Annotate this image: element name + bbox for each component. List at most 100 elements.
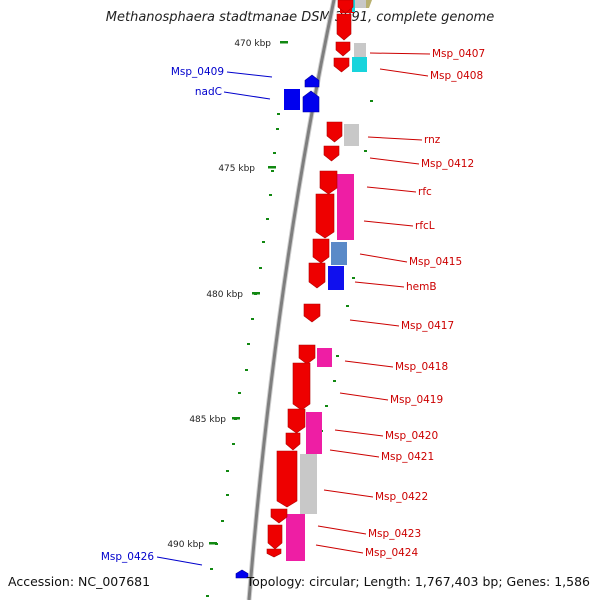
backbone: [246, 0, 337, 600]
gene-label-leader: [354, 281, 405, 288]
scale-tick-label: 470 kbp: [234, 39, 271, 49]
cog-block: [300, 454, 317, 514]
cog-block: [354, 43, 366, 57]
cog-block: [286, 514, 305, 561]
forward-gene-arrow: [315, 193, 335, 239]
gene-label-leader: [156, 556, 203, 566]
gene-label-leader: [369, 157, 420, 165]
tick-dot: [259, 267, 262, 269]
scale-tick-label: 480 kbp: [206, 290, 243, 300]
tick-dot: [247, 343, 250, 345]
forward-gene-arrow: [336, 13, 352, 41]
cog-block: [306, 412, 322, 454]
gene-label-leader: [334, 429, 384, 437]
cog-block: [337, 174, 354, 240]
tick-dot: [336, 355, 339, 357]
forward-gene-arrow: [303, 303, 321, 323]
tick-dot: [221, 520, 224, 522]
tick-dot: [245, 369, 248, 371]
tick-dot: [333, 380, 336, 382]
backbone-line-core: [247, 0, 336, 600]
tick-dot: [262, 241, 265, 243]
cog-block: [354, 0, 366, 8]
scale-tick-label: 485 kbp: [189, 415, 226, 425]
tick-dot: [251, 318, 254, 320]
forward-gene-arrow: [292, 362, 311, 411]
cog-block: [352, 0, 355, 12]
gene-track: [235, 0, 354, 579]
gene-label-leader: [366, 186, 417, 193]
tick-dot: [210, 568, 213, 570]
forward-gene-arrow: [333, 57, 350, 73]
forward-gene-arrow: [337, 0, 354, 14]
tick-dot: [370, 100, 373, 102]
forward-gene-arrow: [326, 121, 343, 143]
tick-dot: [277, 113, 280, 115]
gene-label-leader: [226, 71, 273, 78]
cog-block: [331, 242, 347, 265]
map-title: Methanosphaera stadtmanae DSM 3091, comp…: [105, 10, 495, 25]
gene-label: Msp_0421: [381, 451, 434, 463]
forward-gene-arrow: [266, 548, 282, 558]
gene-label-leader: [223, 91, 271, 100]
gene-label: Msp_0408: [430, 70, 483, 82]
tick-dot: [346, 305, 349, 307]
gene-label-leader: [329, 449, 380, 458]
forward-gene-arrow: [312, 238, 330, 264]
forward-gene-arrow: [319, 170, 338, 195]
gene-label: Msp_0419: [390, 394, 443, 406]
gene-label: rfcL: [415, 220, 435, 232]
gene-label-leader: [367, 136, 423, 141]
gene-label-leader: [315, 544, 364, 554]
gene-label: Msp_0426: [101, 551, 154, 563]
gene-label: Msp_0418: [395, 361, 448, 373]
forward-gene-arrow: [287, 408, 306, 434]
gene-label: rfc: [418, 186, 432, 198]
tick-dot: [266, 218, 269, 220]
scale-tick-mark: [209, 542, 217, 545]
gene-label-leader: [359, 253, 408, 263]
cog-block: [344, 124, 359, 146]
forward-gene-arrow: [308, 262, 326, 289]
forward-gene-arrow: [323, 145, 340, 162]
tick-dot: [226, 470, 229, 472]
gene-label-leader: [363, 220, 414, 227]
tick-dot: [238, 392, 241, 394]
tick-dot: [364, 150, 367, 152]
tick-dot: [352, 277, 355, 279]
reverse-gene-arrow: [235, 569, 249, 579]
tick-dot: [232, 443, 235, 445]
gene-label: Msp_0407: [432, 48, 485, 60]
gene-label-leader: [339, 392, 389, 401]
tick-dot: [226, 494, 229, 496]
reverse-gene-arrow: [304, 74, 320, 88]
tick-dot: [269, 194, 272, 196]
cog-block: [317, 348, 332, 367]
accession-text: Accession: NC_007681: [8, 574, 151, 589]
gene-label: nadC: [195, 86, 222, 98]
gene-label: Msp_0409: [171, 66, 224, 78]
gene-label: Msp_0415: [409, 256, 462, 268]
gene-label: Msp_0412: [421, 158, 474, 170]
gene-label: Msp_0417: [401, 320, 454, 332]
scale-tick-label: 490 kbp: [167, 540, 204, 550]
gene-label-leader: [317, 525, 367, 535]
gene-label: hemB: [406, 281, 437, 293]
cog-block: [352, 57, 367, 72]
tick-dot: [325, 405, 328, 407]
tick-dot: [206, 595, 209, 597]
forward-gene-arrow: [267, 524, 283, 550]
gene-label: Msp_0423: [368, 528, 421, 540]
reverse-gene-arrow: [284, 89, 300, 110]
tick-dot: [276, 128, 279, 130]
forward-gene-arrow: [335, 41, 351, 57]
reverse-gene-arrow: [302, 90, 320, 113]
cog-block: [328, 266, 344, 290]
gene-label: rnz: [424, 134, 441, 146]
gene-label: Msp_0422: [375, 491, 428, 503]
gene-label-leader: [323, 489, 374, 498]
genome-summary-text: Topology: circular; Length: 1,767,403 bp…: [246, 574, 590, 589]
forward-gene-arrow: [285, 432, 301, 451]
scale-tick-mark: [232, 417, 240, 420]
